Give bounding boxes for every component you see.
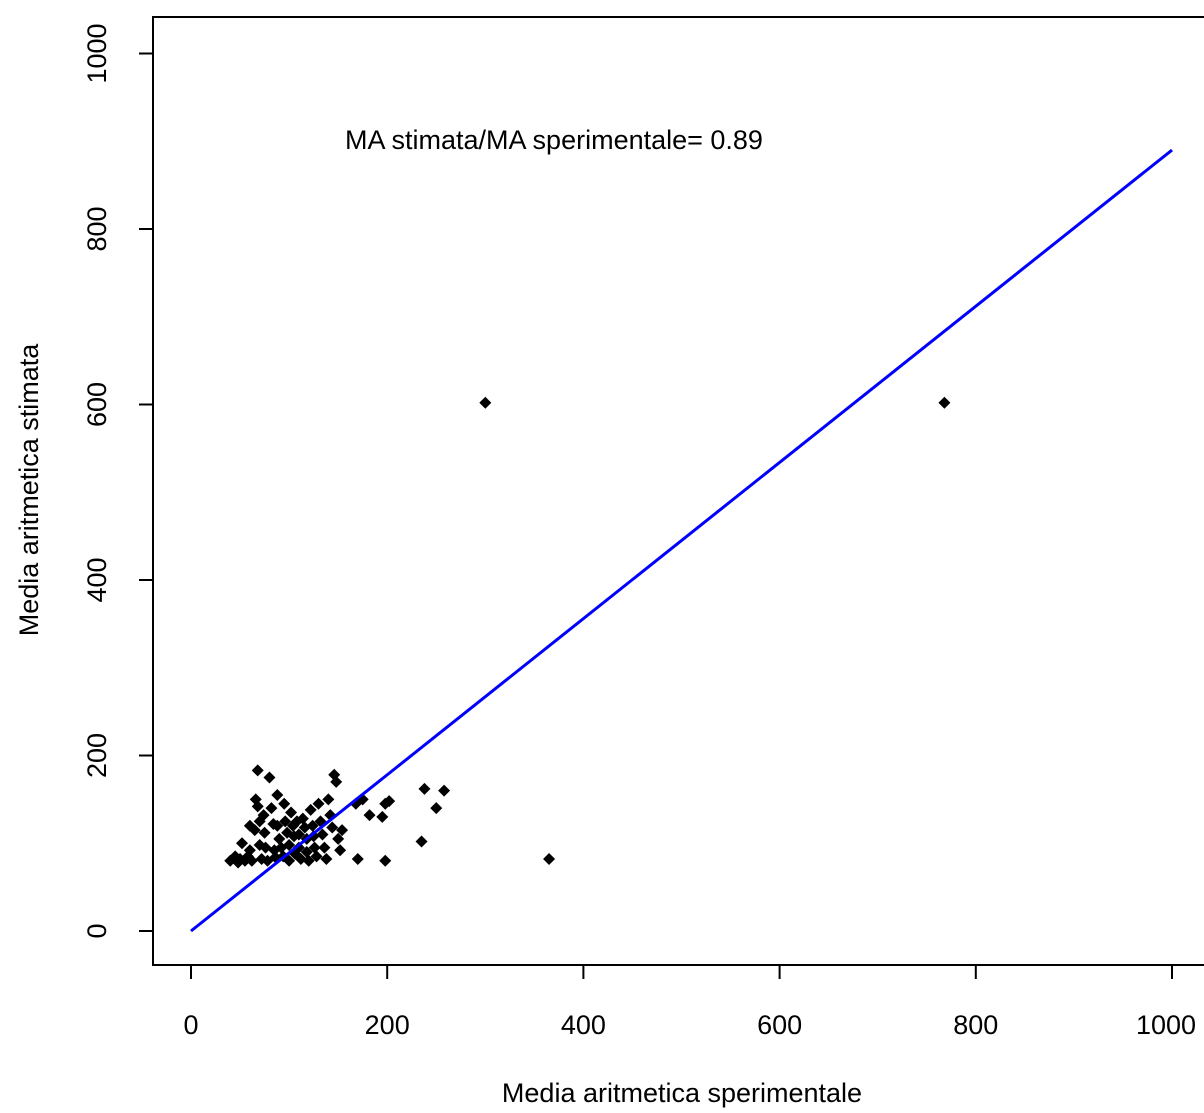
data-point-72 bbox=[379, 854, 392, 867]
data-point-78 bbox=[438, 784, 451, 797]
data-point-36 bbox=[285, 806, 298, 819]
data-point-66 bbox=[336, 824, 349, 837]
data-points bbox=[224, 396, 951, 869]
data-point-13 bbox=[251, 800, 264, 813]
x-axis: 0 200 400 600 800 1000 bbox=[183, 964, 1196, 1040]
data-point-53 bbox=[310, 850, 323, 863]
data-point-65 bbox=[334, 844, 347, 857]
data-point-47 bbox=[300, 846, 313, 859]
data-point-21 bbox=[263, 771, 276, 784]
data-point-63 bbox=[330, 775, 343, 788]
x-tick-label-4: 800 bbox=[953, 1010, 998, 1040]
data-point-70 bbox=[363, 809, 376, 822]
data-point-56 bbox=[316, 828, 329, 841]
y-tick-label-3: 600 bbox=[82, 382, 112, 427]
data-point-58 bbox=[320, 853, 333, 866]
data-point-74 bbox=[383, 795, 396, 808]
data-point-22 bbox=[265, 802, 278, 815]
data-point-79 bbox=[479, 396, 492, 409]
data-point-80 bbox=[543, 853, 556, 866]
x-tick-label-0: 0 bbox=[183, 1010, 198, 1040]
data-point-54 bbox=[312, 797, 325, 810]
data-point-51 bbox=[307, 830, 320, 843]
data-point-9 bbox=[245, 854, 258, 867]
data-point-8 bbox=[243, 844, 256, 857]
data-point-61 bbox=[326, 821, 339, 834]
data-point-27 bbox=[271, 819, 284, 832]
data-point-35 bbox=[283, 854, 296, 867]
x-tick-label-1: 200 bbox=[365, 1010, 410, 1040]
x-tick-label-2: 400 bbox=[561, 1010, 606, 1040]
data-point-44 bbox=[296, 812, 309, 825]
data-point-41 bbox=[292, 828, 305, 841]
y-tick-label-5: 1000 bbox=[82, 23, 112, 83]
y-axis-title: Media aritmetica stimata bbox=[14, 343, 44, 637]
data-point-34 bbox=[283, 839, 296, 852]
data-point-31 bbox=[278, 797, 291, 810]
data-point-17 bbox=[257, 809, 270, 822]
data-point-57 bbox=[318, 841, 331, 854]
x-tick-label-3: 600 bbox=[757, 1010, 802, 1040]
data-point-32 bbox=[279, 815, 292, 828]
annotation-ratio: MA stimata/MA sperimentale= 0.89 bbox=[345, 125, 763, 155]
y-tick-label-2: 400 bbox=[82, 557, 112, 602]
data-point-4 bbox=[236, 837, 249, 850]
data-point-19 bbox=[259, 841, 272, 854]
data-point-68 bbox=[351, 853, 364, 866]
x-tick-label-5: 1000 bbox=[1136, 1010, 1196, 1040]
data-point-48 bbox=[302, 854, 315, 867]
data-point-26 bbox=[271, 788, 284, 801]
data-point-77 bbox=[430, 802, 443, 815]
y-tick-label-0: 0 bbox=[82, 923, 112, 938]
data-point-10 bbox=[248, 824, 261, 837]
data-point-42 bbox=[292, 841, 305, 854]
data-point-76 bbox=[418, 782, 431, 795]
data-point-45 bbox=[298, 821, 311, 834]
data-point-50 bbox=[306, 819, 319, 832]
data-point-64 bbox=[332, 832, 345, 845]
y-axis: 0 200 400 600 800 1000 bbox=[82, 23, 154, 939]
x-axis-title: Media aritmetica sperimentale bbox=[502, 1078, 862, 1108]
data-point-18 bbox=[258, 826, 271, 839]
fit-line bbox=[190, 148, 1173, 933]
data-point-81 bbox=[938, 396, 951, 409]
y-tick-label-4: 800 bbox=[82, 206, 112, 251]
data-point-49 bbox=[304, 803, 317, 816]
data-point-59 bbox=[322, 793, 335, 806]
data-point-75 bbox=[415, 835, 428, 848]
data-point-52 bbox=[308, 841, 321, 854]
y-tick-label-1: 200 bbox=[82, 733, 112, 778]
data-point-12 bbox=[251, 764, 264, 777]
data-point-28 bbox=[273, 832, 286, 845]
data-point-71 bbox=[376, 810, 389, 823]
data-point-43 bbox=[294, 853, 307, 866]
